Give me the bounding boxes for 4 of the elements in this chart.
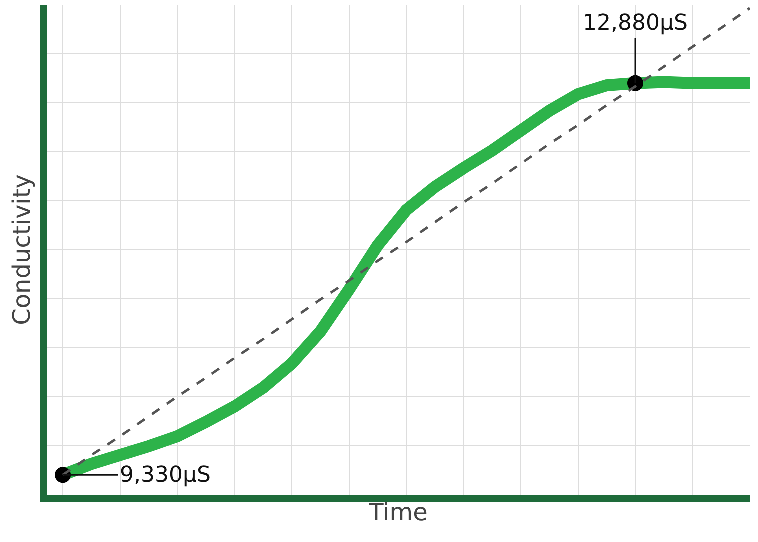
y-axis-title: Conductivity (8, 174, 36, 326)
data-label: 12,880µS (583, 11, 688, 36)
x-axis-title: Time (368, 498, 428, 526)
data-label: 9,330µS (120, 463, 211, 488)
